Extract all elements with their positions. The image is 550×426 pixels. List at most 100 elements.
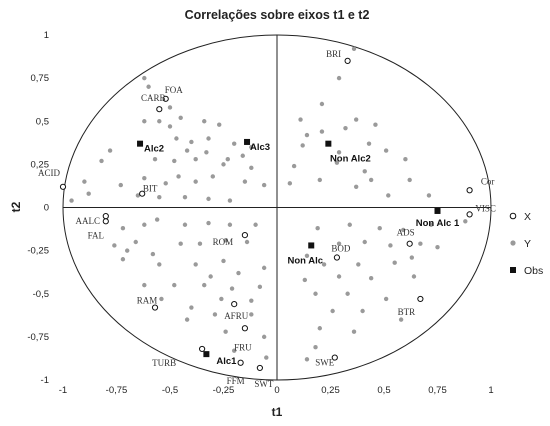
y-point [362, 169, 367, 174]
y-point [392, 260, 397, 265]
x-point [406, 240, 413, 247]
y-point [336, 75, 342, 81]
chart-title: Correlações sobre eixos t1 e t2 [185, 8, 370, 22]
x-point-label: AFRU [224, 311, 249, 321]
y-point [227, 198, 233, 203]
obs-point-label: Alc3 [250, 142, 270, 153]
y-point [154, 217, 160, 222]
y-point [287, 181, 293, 186]
y-point [368, 177, 374, 183]
x-point-label: Cor [481, 176, 495, 186]
x-point [102, 218, 109, 225]
y-point [304, 132, 310, 138]
y-point [174, 136, 179, 141]
x-point-label: ROM [213, 237, 234, 247]
legend-label: Y [524, 238, 531, 250]
y-point [182, 194, 188, 200]
y-point [383, 148, 389, 153]
y-tick-label: 0 [44, 203, 49, 214]
y-point [184, 317, 190, 322]
y-point [219, 296, 224, 302]
y-point [142, 75, 147, 81]
obs-point [308, 242, 315, 249]
legend: X Y Obs [509, 211, 543, 277]
obs-point-label: Non Alc [287, 255, 323, 266]
y-point [99, 158, 104, 164]
x-point-label: ADS [397, 228, 415, 238]
y-point [373, 122, 378, 127]
obs-point-label: Non Alc2 [330, 154, 371, 165]
plot-area: -1 -1 -0,75 -0,75 -0,5 -0,5 -0,25 -0,25 0 0 0,25 0,… [27, 30, 496, 396]
y-point [319, 129, 325, 134]
y-point [319, 101, 325, 107]
x-point-label: FRU [234, 342, 252, 352]
y-point [217, 122, 222, 127]
y-point [193, 157, 198, 162]
y-point [142, 119, 147, 124]
y-tick-label: -0,5 [33, 289, 49, 300]
y-point [193, 179, 198, 184]
y-point [304, 253, 310, 258]
y-point [172, 158, 177, 164]
x-point [156, 106, 163, 113]
y-point [330, 308, 335, 314]
y-point [336, 150, 342, 155]
y-point [336, 274, 342, 279]
legend-marker-x [509, 212, 517, 220]
legend-label: X [524, 211, 531, 223]
y-point [298, 117, 303, 122]
x-tick-label: -0,25 [213, 385, 235, 396]
x-point [331, 354, 338, 361]
x-point [162, 95, 169, 102]
obs-point [203, 351, 210, 358]
y-point [152, 157, 158, 162]
x-tick-label: 0,5 [377, 385, 390, 396]
y-point [212, 312, 218, 317]
x-point [139, 190, 146, 197]
y-point [206, 136, 211, 141]
y-point [261, 182, 267, 188]
y-point [240, 153, 245, 158]
y-point [125, 248, 130, 253]
x-point-label: CARB [141, 93, 166, 103]
y-point [261, 334, 267, 340]
y-point [253, 222, 258, 227]
x-point [59, 183, 67, 190]
x-point [466, 187, 473, 194]
y-point [353, 117, 359, 122]
y-axis-title: t2 [9, 201, 23, 212]
y-point [159, 296, 164, 302]
x-point-label: BIT [143, 184, 158, 194]
y-point [398, 317, 404, 322]
y-point [347, 222, 352, 227]
y-point [82, 179, 87, 184]
y-tick-label: 0,75 [31, 73, 50, 84]
x-point [237, 359, 244, 366]
x-point [102, 213, 109, 220]
y-point [202, 119, 207, 124]
y-point [353, 184, 359, 189]
y-point [146, 84, 151, 89]
y-point [409, 255, 415, 260]
y-point [223, 329, 228, 334]
y-tick-label: -1 [41, 375, 49, 386]
y-tick-label: -0,25 [27, 246, 49, 257]
y-point [321, 262, 327, 267]
y-point [142, 222, 147, 227]
x-point-label: SWE [315, 358, 335, 368]
y-point [150, 251, 156, 257]
x-point-label: TURB [152, 358, 176, 368]
y-point [232, 141, 237, 146]
y-point [360, 308, 365, 314]
y-point [315, 226, 320, 231]
y-point [244, 239, 250, 245]
x-point [417, 295, 424, 303]
x-tick-label: 0,25 [321, 385, 340, 396]
y-point [343, 125, 348, 131]
y-point [202, 282, 207, 288]
y-point [118, 182, 123, 188]
y-point [386, 193, 391, 198]
y-point [210, 174, 215, 179]
y-point [401, 227, 406, 233]
y-point [232, 348, 237, 353]
